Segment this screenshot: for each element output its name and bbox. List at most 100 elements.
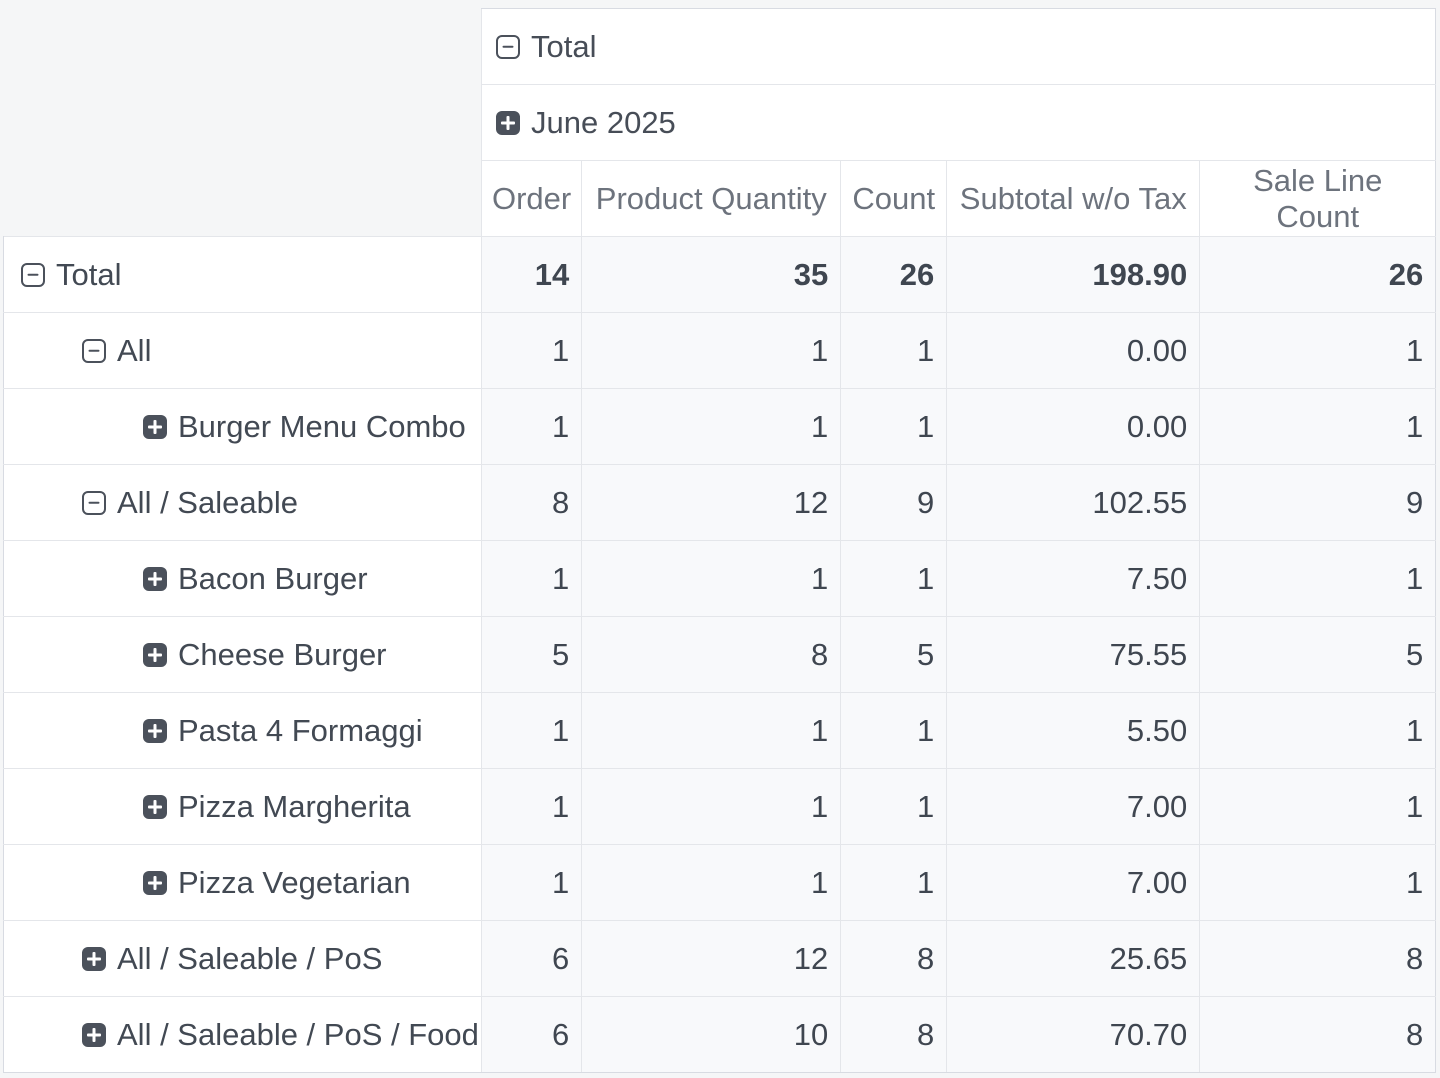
pivot-cell-order: 1 — [480, 388, 583, 465]
pivot-cell-subtotal-wo-tax: 75.55 — [946, 616, 1201, 693]
row-header[interactable]: All / Saleable / PoS — [3, 920, 482, 997]
pivot-cell-subtotal-wo-tax: 70.70 — [946, 996, 1201, 1073]
pivot-cell-product-quantity: 1 — [581, 540, 842, 617]
pivot-body: Total 14 35 26 198.90 26 All 1 1 1 0.00 … — [3, 236, 1437, 1073]
pivot-cell-subtotal-wo-tax: 0.00 — [946, 312, 1201, 389]
table-row: All / Saleable / PoS / Food 6 10 8 70.70… — [3, 996, 1437, 1073]
pivot-cell-subtotal-wo-tax: 5.50 — [946, 692, 1201, 769]
pivot-cell-product-quantity: 1 — [581, 768, 842, 845]
pivot-cell-order: 8 — [480, 464, 583, 541]
table-row: Cheese Burger 5 8 5 75.55 5 — [3, 616, 1437, 693]
pivot-cell-count: 1 — [840, 844, 948, 921]
pivot-cell-sale-line-count: 26 — [1199, 236, 1437, 313]
pivot-cell-sale-line-count: 1 — [1199, 388, 1437, 465]
row-header-label: All / Saleable / PoS / Food — [117, 1016, 479, 1052]
pivot-cell-product-quantity: 1 — [581, 312, 842, 389]
pivot-cell-count: 1 — [840, 768, 948, 845]
expand-column-group-icon[interactable] — [496, 110, 520, 135]
table-row: Bacon Burger 1 1 1 7.50 1 — [3, 540, 1437, 617]
table-row: Burger Menu Combo 1 1 1 0.00 1 — [3, 388, 1437, 465]
table-row: All 1 1 1 0.00 1 — [3, 312, 1437, 389]
row-header[interactable]: All — [3, 312, 482, 389]
pivot-cell-sale-line-count: 8 — [1199, 996, 1437, 1073]
pivot-cell-order: 1 — [480, 540, 583, 617]
measure-header-product-quantity[interactable]: Product Quantity — [581, 160, 842, 237]
expand-group-icon[interactable] — [143, 794, 167, 819]
expand-group-icon[interactable] — [82, 1022, 106, 1047]
table-row: Total 14 35 26 198.90 26 — [3, 236, 1437, 313]
pivot-header: Total June 2025 Order Product Quantity C… — [4, 8, 1437, 237]
row-header[interactable]: Pizza Margherita — [3, 768, 482, 845]
pivot-cell-product-quantity: 8 — [581, 616, 842, 693]
pivot-cell-product-quantity: 35 — [581, 236, 842, 313]
column-group-june-2025[interactable]: June 2025 — [480, 84, 1437, 161]
measure-header-sale-line-count[interactable]: Sale Line Count — [1199, 160, 1437, 237]
pivot-cell-count: 1 — [840, 692, 948, 769]
pivot-table-container: Total June 2025 Order Product Quantity C… — [3, 8, 1437, 1073]
pivot-cell-count: 1 — [840, 388, 948, 465]
pivot-cell-product-quantity: 12 — [581, 464, 842, 541]
pivot-cell-subtotal-wo-tax: 102.55 — [946, 464, 1201, 541]
collapse-group-icon[interactable] — [82, 490, 106, 515]
pivot-cell-sale-line-count: 8 — [1199, 920, 1437, 997]
table-row: All / Saleable / PoS 6 12 8 25.65 8 — [3, 920, 1437, 997]
row-header[interactable]: Pasta 4 Formaggi — [3, 692, 482, 769]
measure-header-count[interactable]: Count — [840, 160, 948, 237]
row-header-label: Cheese Burger — [178, 636, 387, 672]
row-header[interactable]: Cheese Burger — [3, 616, 482, 693]
expand-group-icon[interactable] — [143, 870, 167, 895]
pivot-cell-order: 1 — [480, 692, 583, 769]
row-header[interactable]: Pizza Vegetarian — [3, 844, 482, 921]
pivot-cell-subtotal-wo-tax: 7.50 — [946, 540, 1201, 617]
table-row: Pizza Vegetarian 1 1 1 7.00 1 — [3, 844, 1437, 921]
pivot-cell-count: 1 — [840, 540, 948, 617]
pivot-cell-count: 5 — [840, 616, 948, 693]
column-group-total[interactable]: Total — [480, 8, 1437, 85]
measure-header-subtotal-wo-tax[interactable]: Subtotal w/o Tax — [946, 160, 1201, 237]
pivot-cell-order: 6 — [480, 920, 583, 997]
row-header[interactable]: Burger Menu Combo — [3, 388, 482, 465]
pivot-cell-sale-line-count: 1 — [1199, 540, 1437, 617]
measure-header-order[interactable]: Order — [480, 160, 583, 237]
pivot-cell-sale-line-count: 1 — [1199, 844, 1437, 921]
pivot-cell-subtotal-wo-tax: 0.00 — [946, 388, 1201, 465]
expand-group-icon[interactable] — [82, 946, 106, 971]
pivot-cell-order: 6 — [480, 996, 583, 1073]
pivot-corner — [4, 9, 482, 237]
column-group-label: June 2025 — [531, 104, 676, 140]
row-header[interactable]: Bacon Burger — [3, 540, 482, 617]
row-header[interactable]: All / Saleable / PoS / Food — [3, 996, 482, 1073]
pivot-cell-order: 1 — [480, 844, 583, 921]
pivot-cell-count: 8 — [840, 920, 948, 997]
pivot-cell-count: 26 — [840, 236, 948, 313]
table-row: All / Saleable 8 12 9 102.55 9 — [3, 464, 1437, 541]
pivot-table: Total June 2025 Order Product Quantity C… — [3, 8, 1437, 1073]
pivot-cell-sale-line-count: 1 — [1199, 768, 1437, 845]
row-header[interactable]: All / Saleable — [3, 464, 482, 541]
collapse-column-group-icon[interactable] — [496, 34, 520, 59]
row-header-label: All — [117, 332, 152, 368]
pivot-cell-order: 1 — [480, 312, 583, 389]
row-header-label: All / Saleable / PoS — [117, 940, 383, 976]
row-header-label: Pizza Vegetarian — [178, 864, 411, 900]
expand-group-icon[interactable] — [143, 414, 167, 439]
column-group-label: Total — [531, 28, 597, 64]
row-header-label: Total — [56, 256, 122, 292]
row-header[interactable]: Total — [3, 236, 482, 313]
expand-group-icon[interactable] — [143, 566, 167, 591]
expand-group-icon[interactable] — [143, 718, 167, 743]
pivot-cell-sale-line-count: 9 — [1199, 464, 1437, 541]
pivot-cell-subtotal-wo-tax: 198.90 — [946, 236, 1201, 313]
pivot-cell-count: 9 — [840, 464, 948, 541]
pivot-cell-subtotal-wo-tax: 7.00 — [946, 768, 1201, 845]
row-header-label: Pasta 4 Formaggi — [178, 712, 423, 748]
row-header-label: Burger Menu Combo — [178, 408, 466, 444]
pivot-cell-sale-line-count: 1 — [1199, 692, 1437, 769]
collapse-group-icon[interactable] — [82, 338, 106, 363]
pivot-cell-sale-line-count: 5 — [1199, 616, 1437, 693]
collapse-group-icon[interactable] — [21, 262, 45, 287]
pivot-cell-product-quantity: 10 — [581, 996, 842, 1073]
pivot-cell-subtotal-wo-tax: 25.65 — [946, 920, 1201, 997]
pivot-cell-order: 14 — [480, 236, 583, 313]
expand-group-icon[interactable] — [143, 642, 167, 667]
